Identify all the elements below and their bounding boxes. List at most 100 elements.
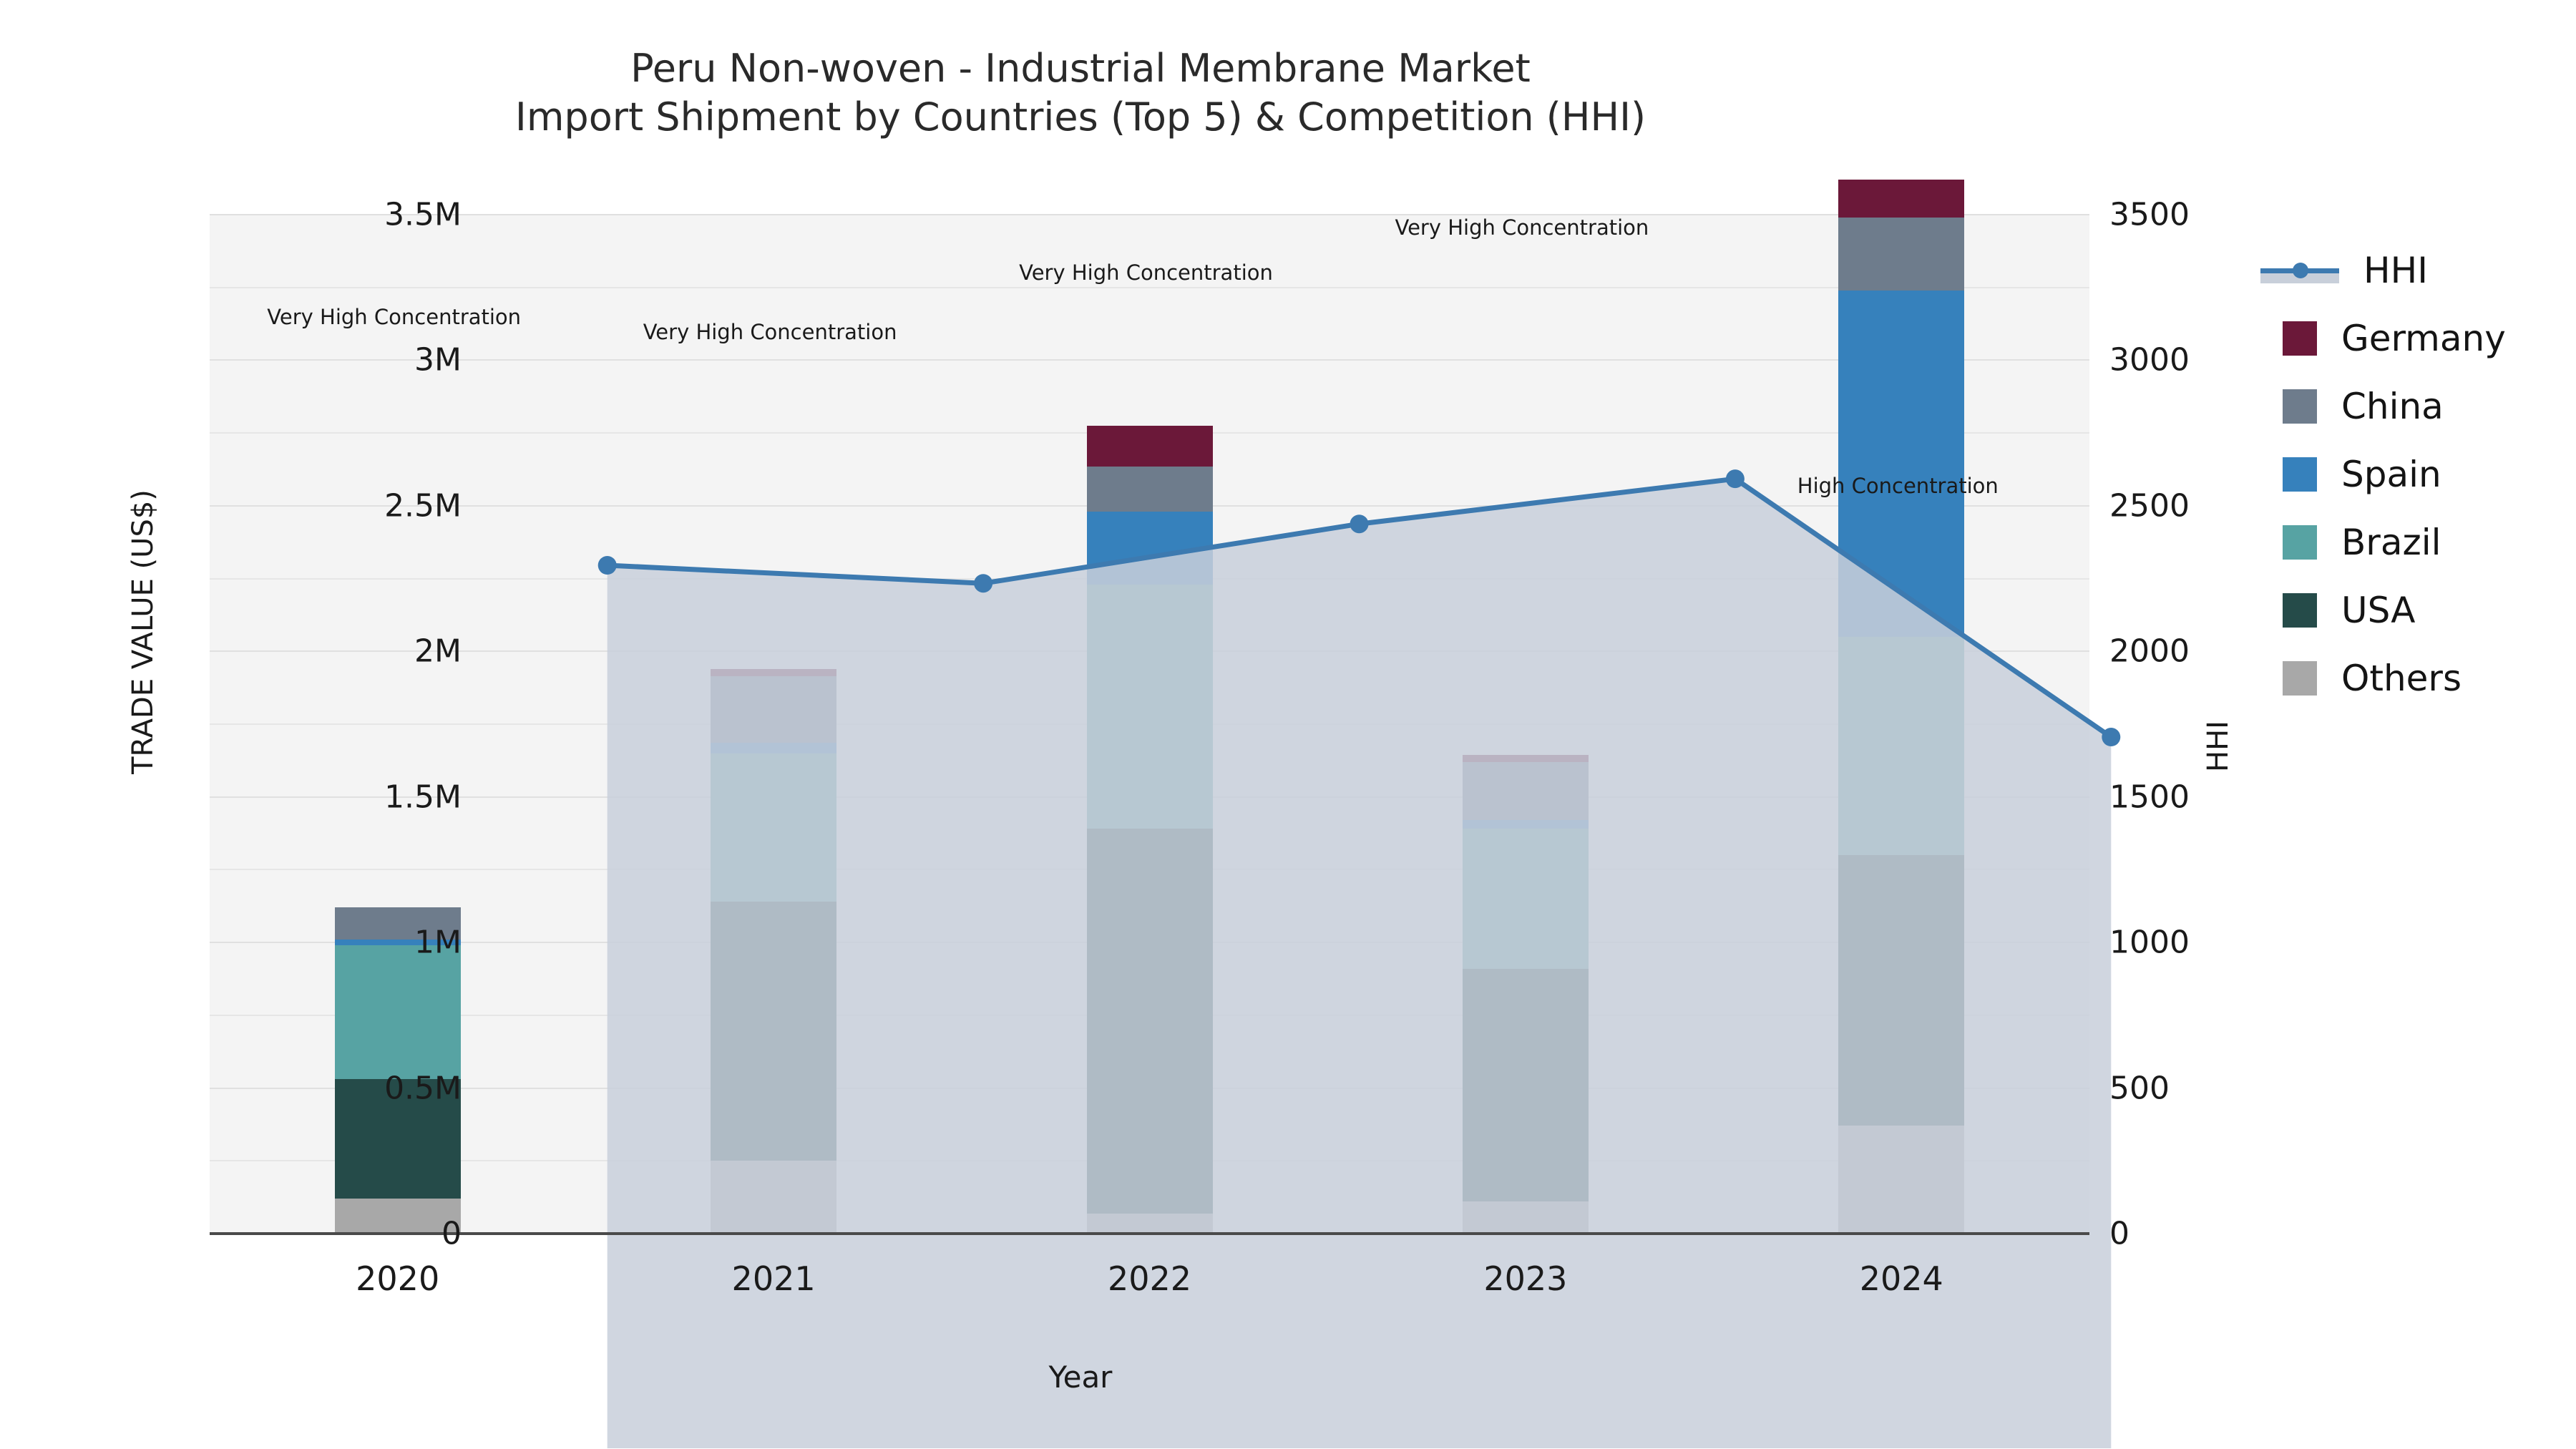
legend-item-usa[interactable]: USA — [2283, 576, 2569, 644]
legend-swatch-icon — [2283, 525, 2317, 560]
hhi-marker-2020[interactable] — [597, 556, 617, 575]
legend-item-china[interactable]: China — [2283, 372, 2569, 440]
y-tick-left-0.5M: 0.5M — [384, 1070, 462, 1107]
bar-segment-brazil-2024[interactable] — [1838, 636, 1965, 856]
bar-segment-china-2020[interactable] — [334, 907, 461, 940]
hhi-marker-2023[interactable] — [1725, 469, 1745, 489]
bar-segment-usa-2022[interactable] — [1086, 829, 1213, 1214]
bar-segment-brazil-2022[interactable] — [1086, 584, 1213, 829]
bar-segment-spain-2023[interactable] — [1462, 820, 1589, 829]
annotation-2021: Very High Concentration — [643, 320, 897, 345]
legend-item-others[interactable]: Others — [2283, 644, 2569, 712]
hhi-series-layer — [597, 469, 2121, 1448]
legend-swatch-icon — [2283, 457, 2317, 492]
x-axis-label: Year — [1048, 1360, 1113, 1395]
legend: HHI Germany China Spain Brazil USA Others — [2260, 236, 2569, 712]
bar-segment-spain-2020[interactable] — [334, 940, 461, 946]
hhi-marker-2022[interactable] — [1350, 514, 1369, 534]
legend-item-spain[interactable]: Spain — [2283, 440, 2569, 508]
y-tick-right-0: 0 — [2109, 1215, 2129, 1252]
x-tick-2021: 2021 — [731, 1259, 816, 1298]
legend-label: Brazil — [2341, 521, 2441, 563]
legend-label: Germany — [2341, 317, 2506, 359]
bar-segment-spain-2022[interactable] — [1086, 512, 1213, 585]
x-tick-2023: 2023 — [1483, 1259, 1568, 1298]
bar-segment-spain-2024[interactable] — [1838, 290, 1965, 637]
bar-segment-usa-2024[interactable] — [1838, 855, 1965, 1126]
y-tick-right-2500: 2500 — [2109, 487, 2190, 525]
y-axis-left-label: TRADE VALUE (US$) — [127, 489, 160, 774]
bar-segment-usa-2020[interactable] — [334, 1079, 461, 1199]
y-tick-left-1M: 1M — [414, 924, 462, 961]
y-tick-right-1000: 1000 — [2109, 924, 2190, 961]
bar-segment-others-2020[interactable] — [334, 1199, 461, 1234]
bar-segment-brazil-2021[interactable] — [711, 753, 837, 902]
y-tick-left-0: 0 — [441, 1215, 462, 1252]
bar-segment-usa-2021[interactable] — [711, 902, 837, 1161]
bar-segment-spain-2021[interactable] — [711, 743, 837, 753]
y-tick-left-1.5M: 1.5M — [384, 779, 462, 816]
y-tick-right-2000: 2000 — [2109, 633, 2190, 670]
annotation-2024: High Concentration — [1797, 474, 1999, 499]
legend-label: Others — [2341, 657, 2462, 699]
y-tick-left-2M: 2M — [414, 633, 462, 670]
y-tick-left-3M: 3M — [414, 341, 462, 379]
legend-swatch-icon — [2283, 389, 2317, 424]
legend-line-marker-icon — [2260, 253, 2339, 288]
bar-segment-germany-2022[interactable] — [1086, 425, 1213, 467]
legend-item-germany[interactable]: Germany — [2283, 304, 2569, 372]
gridline — [210, 359, 2089, 361]
bar-group-2024[interactable] — [1838, 180, 1965, 1234]
bar-group-2023[interactable] — [1462, 215, 1589, 1234]
bar-segment-others-2023[interactable] — [1462, 1201, 1589, 1234]
bar-segment-others-2022[interactable] — [1086, 1213, 1213, 1234]
hhi-marker-2021[interactable] — [974, 574, 993, 593]
bar-segment-brazil-2023[interactable] — [1462, 829, 1589, 969]
y-tick-right-500: 500 — [2109, 1070, 2170, 1107]
y-tick-left-3.5M: 3.5M — [384, 196, 462, 233]
bar-segment-usa-2023[interactable] — [1462, 968, 1589, 1202]
bar-segment-china-2024[interactable] — [1838, 218, 1965, 291]
legend-swatch-icon — [2283, 592, 2317, 628]
y-tick-right-3000: 3000 — [2109, 341, 2190, 379]
bar-segment-brazil-2020[interactable] — [334, 945, 461, 1080]
bar-segment-germany-2021[interactable] — [711, 668, 837, 676]
bar-segment-others-2024[interactable] — [1838, 1126, 1965, 1234]
y-tick-right-1500: 1500 — [2109, 779, 2190, 816]
plot-area: Very High Concentration Very High Concent… — [210, 180, 2121, 1448]
annotation-2020: Very High Concentration — [267, 305, 522, 329]
x-tick-2020: 2020 — [356, 1259, 440, 1298]
bar-group-2022[interactable] — [1086, 215, 1213, 1234]
bar-group-2020[interactable] — [334, 215, 461, 1234]
legend-swatch-icon — [2283, 321, 2317, 356]
y-tick-right-3500: 3500 — [2109, 196, 2190, 233]
legend-item-brazil[interactable]: Brazil — [2283, 508, 2569, 576]
y-axis-right-label: HHI — [2202, 721, 2235, 772]
hhi-marker-2024[interactable] — [2102, 728, 2121, 747]
x-tick-2024: 2024 — [1859, 1259, 1943, 1298]
gridline-minor — [210, 286, 2089, 288]
legend-item-hhi[interactable]: HHI — [2260, 236, 2569, 304]
bar-segment-china-2023[interactable] — [1462, 761, 1589, 821]
x-axis-line — [210, 1232, 2089, 1235]
bar-segment-others-2021[interactable] — [711, 1161, 837, 1234]
annotation-2023: Very High Concentration — [1395, 215, 1649, 240]
bar-segment-china-2022[interactable] — [1086, 466, 1213, 512]
chart-title: Peru Non-woven - Industrial Membrane Mar… — [0, 44, 2161, 142]
y-tick-left-2.5M: 2.5M — [384, 487, 462, 525]
legend-label: HHI — [2363, 249, 2428, 291]
chart-title-line-2: Import Shipment by Countries (Top 5) & C… — [514, 94, 1646, 140]
chart-title-line-1: Peru Non-woven - Industrial Membrane Mar… — [630, 46, 1531, 91]
bar-group-2021[interactable] — [711, 215, 837, 1234]
legend-swatch-icon — [2283, 660, 2317, 696]
bar-segment-china-2021[interactable] — [711, 675, 837, 743]
legend-label: China — [2341, 385, 2444, 427]
legend-label: USA — [2341, 589, 2416, 631]
gridline — [210, 214, 2089, 215]
x-tick-2022: 2022 — [1107, 1259, 1192, 1298]
bar-segment-germany-2023[interactable] — [1462, 754, 1589, 762]
legend-label: Spain — [2341, 453, 2441, 495]
bar-segment-germany-2024[interactable] — [1838, 180, 1965, 218]
annotation-2022: Very High Concentration — [1019, 260, 1273, 286]
